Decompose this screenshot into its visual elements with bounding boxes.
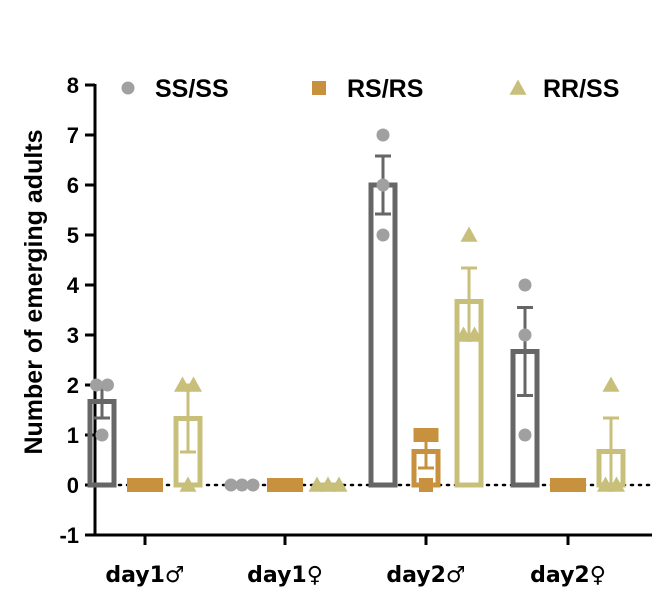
- data-point-rr-ss: [174, 376, 191, 392]
- data-point-rs-rs: [278, 478, 292, 492]
- data-point-rs-rs: [419, 478, 433, 492]
- x-tick-label: day2♀: [530, 563, 606, 588]
- legend-label-rs-rs: RS/RS: [347, 75, 423, 103]
- data-point-ss-ss: [90, 378, 103, 392]
- legend-marker-ss-ss: [121, 81, 135, 95]
- data-point-rr-ss: [597, 476, 614, 492]
- data-point-ss-ss: [224, 478, 238, 492]
- data-point-ss-ss: [376, 228, 390, 242]
- data-point-rr-ss: [608, 476, 625, 492]
- data-point-ss-ss: [246, 478, 260, 492]
- y-tick-label: 7: [67, 123, 79, 148]
- data-point-rs-rs: [550, 478, 564, 492]
- legend-label-ss-ss: SS/SS: [155, 75, 229, 103]
- data-point-rs-rs: [289, 478, 303, 492]
- y-tick-label: -1: [59, 523, 79, 548]
- y-tick-label: 5: [67, 223, 79, 248]
- y-tick-label: 6: [67, 173, 79, 198]
- data-point-rr-ss: [466, 326, 483, 342]
- y-axis-title: Number of emerging adults: [20, 129, 48, 454]
- legend-marker-rr-ss: [509, 79, 527, 95]
- data-point-rr-ss: [179, 476, 197, 492]
- data-point-rs-rs: [561, 478, 575, 492]
- legend-label-rr-ss: RR/SS: [543, 75, 619, 103]
- y-tick-label: 1: [67, 423, 79, 448]
- y-tick-label: 3: [67, 323, 79, 348]
- x-axis: day1♂ day1♀ day2♂ day2♀: [95, 533, 652, 588]
- data-point-ss-ss: [101, 378, 114, 392]
- data-point-rs-rs: [127, 478, 141, 492]
- y-tick-label: 2: [67, 373, 79, 398]
- data-point-ss-ss: [235, 478, 249, 492]
- data-point-rs-rs: [138, 478, 152, 492]
- data-point-rr-ss: [308, 476, 326, 492]
- data-point-ss-ss: [518, 278, 532, 292]
- y-tick-label: 8: [67, 73, 79, 98]
- data-point-rs-rs: [424, 428, 439, 442]
- data-point-rr-ss: [319, 476, 337, 492]
- data-points: [90, 128, 625, 492]
- data-point-ss-ss: [376, 178, 390, 192]
- data-point-ss-ss: [95, 428, 109, 442]
- data-point-ss-ss: [518, 428, 532, 442]
- data-point-rr-ss: [330, 476, 348, 492]
- data-point-rs-rs: [149, 478, 163, 492]
- x-tick-label: day1♀: [247, 563, 323, 588]
- data-point-rs-rs: [413, 428, 428, 442]
- data-point-rr-ss: [185, 376, 202, 392]
- data-point-rr-ss: [455, 326, 472, 342]
- y-tick-label: 4: [67, 273, 80, 298]
- data-point-rr-ss: [460, 226, 478, 242]
- bars: [87, 154, 626, 488]
- legend: SS/SS RS/RS RR/SS: [121, 75, 619, 103]
- legend-marker-rs-rs: [312, 81, 326, 95]
- y-tick-label: 0: [67, 473, 79, 498]
- data-point-ss-ss: [518, 328, 532, 342]
- data-point-ss-ss: [376, 128, 390, 142]
- data-point-rr-ss: [602, 376, 620, 392]
- data-point-rs-rs: [572, 478, 586, 492]
- y-axis: -1 0 1 2 3 4 5 6 7 8: [59, 73, 97, 548]
- x-tick-label: day1♂: [105, 563, 184, 588]
- x-tick-label: day2♂: [386, 563, 465, 588]
- data-point-rs-rs: [267, 478, 281, 492]
